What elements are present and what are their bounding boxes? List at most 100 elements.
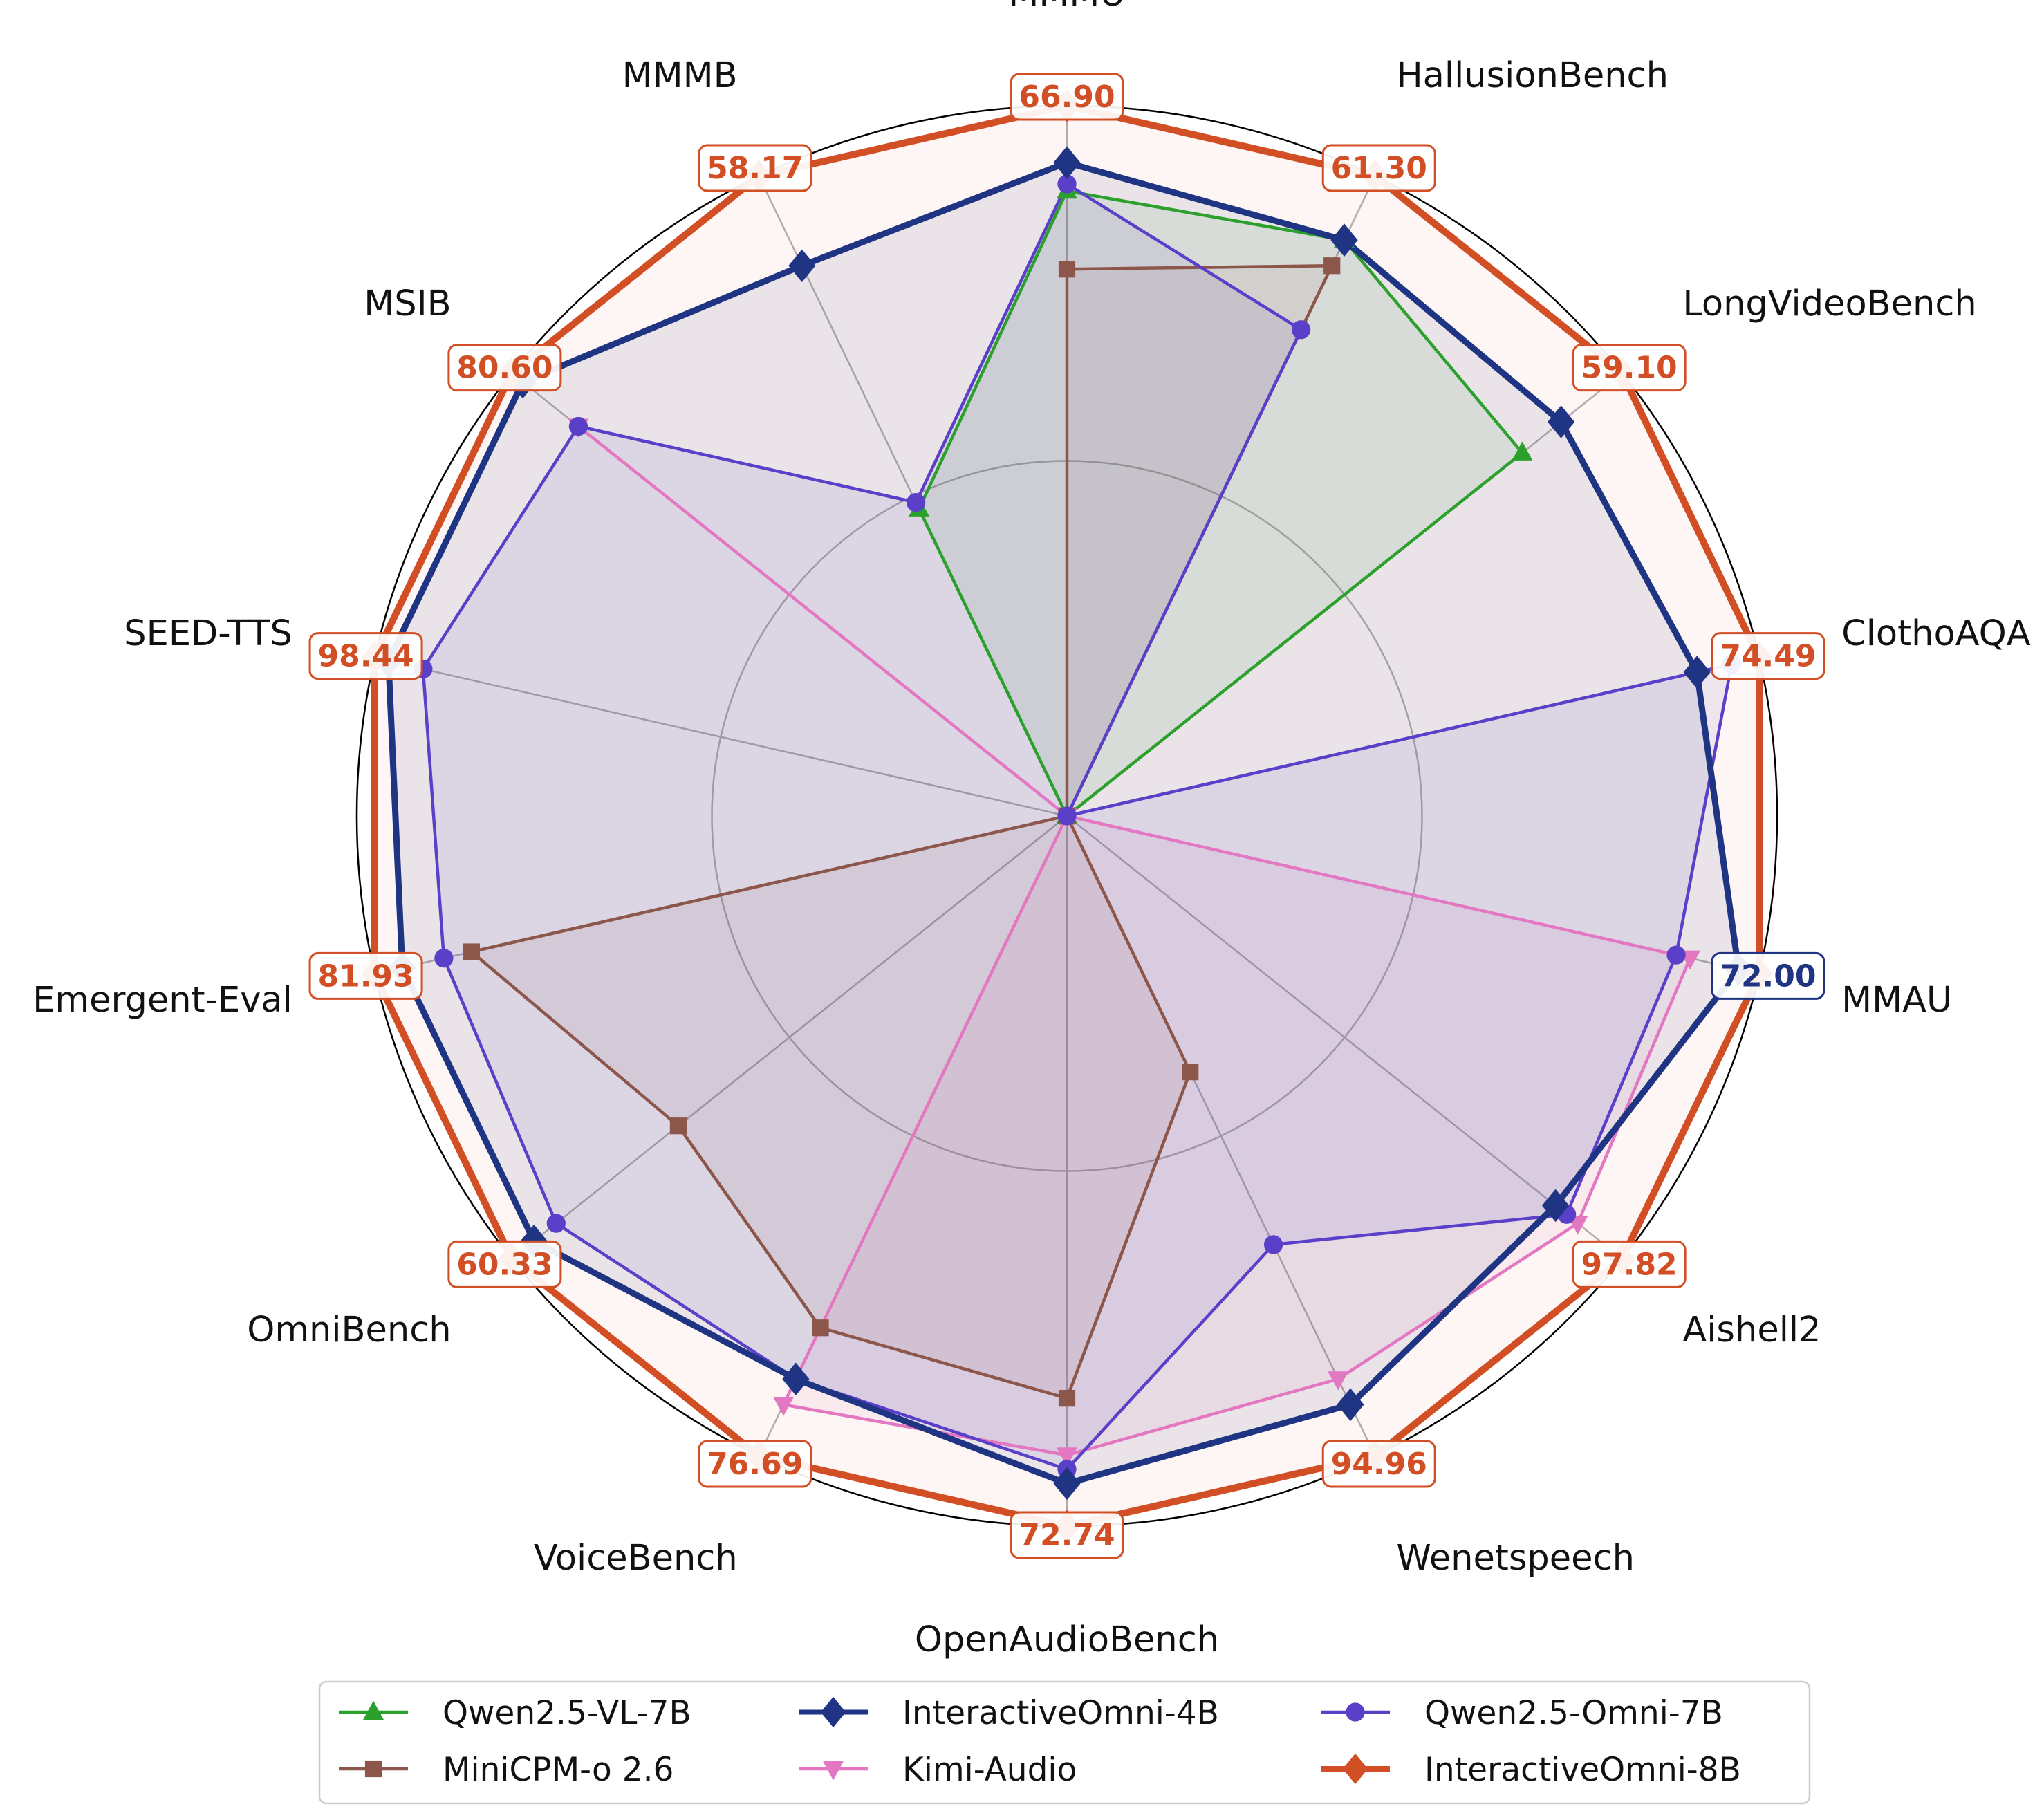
data-point-qwen2-5-omni-7b-hallusionbench — [1292, 320, 1311, 340]
value-box-hallusionbench: 61.30 — [1321, 144, 1436, 192]
axis-label-aishell2: Aishell2 — [1682, 1310, 1821, 1350]
legend-label-qwen2-5-omni-7b: Qwen2.5-Omni-7B — [1424, 1694, 1723, 1732]
data-point-qwen2-5-omni-7b-msib — [568, 416, 588, 436]
legend-label-kimi-audio: Kimi-Audio — [902, 1751, 1077, 1789]
value-label-aishell2: 97.82 — [1581, 1247, 1678, 1282]
legend-label-interactiveomni-4b: InteractiveOmni-4B — [902, 1694, 1219, 1732]
legend-label-qwen2-5-vl-7b: Qwen2.5-VL-7B — [443, 1694, 691, 1732]
axis-label-openaudiobench: OpenAudioBench — [915, 1619, 1219, 1660]
value-box-frame — [1010, 1511, 1124, 1559]
data-point-interactiveomni-4b-mmmu — [1053, 146, 1081, 179]
legend-label-minicpm-o-2-6: MiniCPM-o 2.6 — [443, 1751, 673, 1789]
legend-marker-minicpm-o-2-6 — [364, 1760, 382, 1778]
axis-label-longvideobench: LongVideoBench — [1682, 284, 1976, 324]
data-point-interactiveomni-4b-clothoaqa — [1683, 656, 1711, 689]
value-box-aishell2: 97.82 — [1572, 1240, 1687, 1288]
value-label-mmmb: 58.17 — [707, 151, 803, 186]
value-labels: 66.90 61.30 59.10 74.49 72.00 97.82 94.96 72.74… — [308, 73, 1825, 1559]
legend-item-interactiveomni-4b: InteractiveOmni-4B — [799, 1694, 1219, 1732]
data-point-qwen2-5-omni-7b-mmmu — [1057, 174, 1077, 194]
value-box-openaudiobench: 72.74 — [1010, 1511, 1124, 1559]
axis-label-mmau: MMAU — [1841, 980, 1952, 1021]
data-point-interactiveomni-4b-hallusionbench — [1330, 223, 1358, 257]
value-label-hallusionbench: 61.30 — [1331, 151, 1427, 186]
value-box-frame — [1572, 344, 1687, 392]
value-label-mmmu: 66.90 — [1019, 80, 1115, 115]
legend-frame — [318, 1680, 1811, 1805]
value-box-msib: 80.60 — [447, 344, 562, 392]
series-fill-qwen2-5-omni-7b — [422, 184, 1732, 1469]
value-label-clothoaqa: 74.49 — [1720, 639, 1816, 674]
axis-labels: MMMU HallusionBench LongVideoBench ClothoAQ… — [32, 0, 2031, 1660]
data-point-interactiveomni-4b-wenetspeech — [1337, 1388, 1364, 1422]
value-box-longvideobench: 59.10 — [1572, 344, 1687, 392]
data-point-qwen2-5-omni-7b-mmau — [1666, 945, 1686, 965]
value-box-emergent-eval: 81.93 — [308, 951, 423, 1000]
value-label-mmau: 72.00 — [1720, 958, 1816, 994]
data-point-minicpm-o-2-6-openaudiobench — [1058, 1390, 1076, 1407]
axis-label-hallusionbench: HallusionBench — [1396, 55, 1669, 96]
axis-label-mmmu: MMMU — [1008, 0, 1125, 15]
value-box-mmmb: 58.17 — [698, 144, 812, 192]
value-box-seed-tts: 98.44 — [308, 632, 423, 680]
legend-marker-qwen2-5-vl-7b — [363, 1700, 384, 1720]
spoke-aishell2 — [1066, 815, 1623, 1260]
data-point-qwen2-5-omni-7b-wenetspeech — [1263, 1235, 1283, 1254]
value-box-clothoaqa: 74.49 — [1711, 632, 1825, 680]
value-box-omnibench: 60.33 — [447, 1240, 562, 1288]
data-point-qwen2-5-omni-7b-mmmb — [907, 492, 926, 512]
value-label-msib: 80.60 — [456, 351, 552, 386]
value-box-frame — [698, 1440, 812, 1488]
legend-item-qwen2-5-vl-7b: Qwen2.5-VL-7B — [339, 1694, 691, 1732]
value-label-longvideobench: 59.10 — [1581, 351, 1678, 386]
data-point-minicpm-o-2-6-voicebench — [812, 1319, 829, 1337]
axis-label-msib: MSIB — [364, 284, 451, 324]
axis-label-seed-tts: SEED-TTS — [124, 613, 292, 654]
data-point-interactiveomni-4b-mmmb — [788, 249, 816, 283]
series-fill-qwen2-5-vl-7b — [919, 191, 1523, 816]
spoke-omnibench — [511, 815, 1068, 1260]
data-point-qwen2-5-vl-7b-longvideobench — [1512, 441, 1533, 461]
value-label-wenetspeech: 94.96 — [1331, 1447, 1427, 1482]
axis-label-clothoaqa: ClothoAQA — [1841, 613, 2031, 654]
data-point-interactiveomni-4b-longvideobench — [1548, 405, 1575, 438]
value-label-openaudiobench: 72.74 — [1019, 1518, 1115, 1553]
axis-label-omnibench: OmniBench — [247, 1310, 451, 1350]
value-box-frame — [308, 951, 423, 1000]
axis-label-voicebench: VoiceBench — [534, 1538, 738, 1579]
legend-item-kimi-audio: Kimi-Audio — [799, 1751, 1077, 1789]
legend: Qwen2.5-VL-7B MiniCPM-o 2.6 InteractiveOmn… — [318, 1680, 1811, 1805]
axis-label-emergent-eval: Emergent-Eval — [32, 980, 292, 1021]
value-box-wenetspeech: 94.96 — [1321, 1440, 1436, 1488]
legend-item-qwen2-5-omni-7b: Qwen2.5-Omni-7B — [1321, 1694, 1723, 1732]
data-point-kimi-audio-voicebench — [773, 1397, 795, 1416]
value-box-frame — [698, 144, 812, 192]
value-label-voicebench: 76.69 — [707, 1447, 803, 1482]
axis-label-mmmb: MMMB — [622, 55, 738, 96]
value-box-mmmu: 66.90 — [1010, 73, 1124, 121]
data-point-minicpm-o-2-6-hallusionbench — [1323, 257, 1341, 275]
value-box-frame — [447, 344, 562, 392]
data-point-interactiveomni-4b-openaudiobench — [1053, 1467, 1081, 1501]
legend-marker-interactiveomni-8b — [1342, 1753, 1368, 1785]
data-point-minicpm-o-2-6-wenetspeech — [1182, 1064, 1199, 1081]
data-point-qwen2-5-omni-7b-omnibench — [546, 1214, 566, 1233]
series-line-qwen2-5-vl-7b — [917, 189, 1524, 818]
value-box-voicebench: 76.69 — [698, 1440, 812, 1488]
legend-marker-qwen2-5-omni-7b — [1346, 1702, 1365, 1722]
value-box-frame — [1321, 144, 1436, 192]
legend-marker-kimi-audio — [823, 1761, 844, 1781]
value-label-omnibench: 60.33 — [456, 1247, 552, 1282]
data-point-minicpm-o-2-6-omnibench — [669, 1117, 687, 1135]
value-box-frame — [1711, 632, 1825, 680]
value-box-frame — [1572, 1240, 1687, 1288]
value-box-frame — [1711, 951, 1825, 1000]
spoke-seed-tts — [374, 657, 1068, 817]
data-point-qwen2-5-omni-7b-longvideobench — [1057, 806, 1077, 826]
value-label-seed-tts: 98.44 — [317, 639, 414, 674]
value-box-frame — [308, 632, 423, 680]
legend-item-minicpm-o-2-6: MiniCPM-o 2.6 — [339, 1751, 673, 1789]
legend-label-interactiveomni-8b: InteractiveOmni-8B — [1424, 1751, 1741, 1789]
data-point-interactiveomni-4b-voicebench — [782, 1362, 810, 1396]
